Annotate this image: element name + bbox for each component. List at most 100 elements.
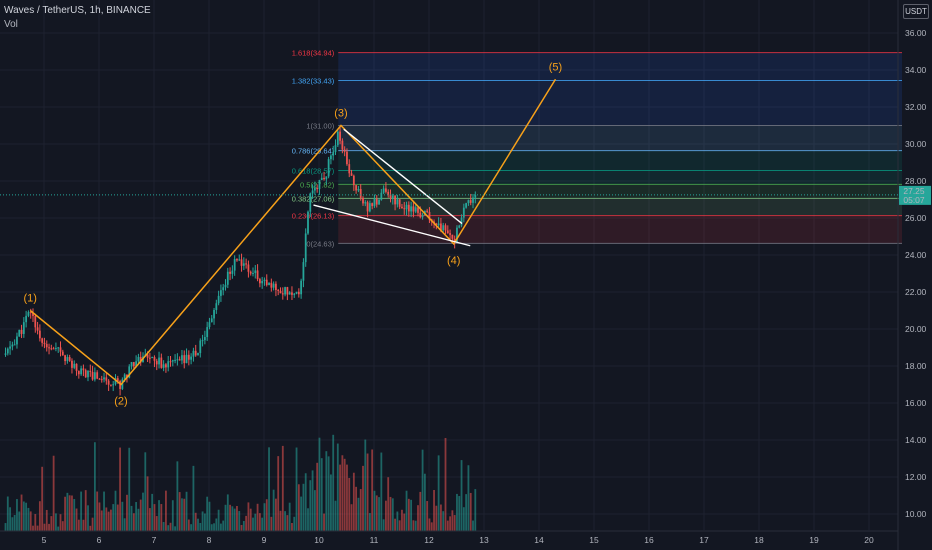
x-tick-label: 5	[42, 535, 47, 545]
volume-bar	[41, 466, 44, 531]
candle-body	[18, 329, 21, 337]
volume-bar	[240, 524, 243, 531]
candle-body	[87, 370, 89, 378]
candle-body	[25, 315, 28, 323]
volume-bar	[378, 497, 380, 531]
currency-unit-button[interactable]: USDT	[903, 4, 929, 19]
y-tick-label: 32.00	[905, 102, 927, 112]
volume-legend[interactable]: Vol	[4, 19, 18, 30]
volume-bars	[4, 434, 477, 531]
candle-body	[187, 354, 190, 360]
candle-body	[41, 338, 44, 343]
volume-bar	[178, 492, 181, 531]
volume-bar	[183, 498, 186, 531]
candle-body	[371, 203, 374, 207]
last-price-value: 27.25	[903, 186, 925, 196]
candle-body	[210, 318, 213, 323]
candle-body	[158, 357, 160, 365]
candle-body	[277, 290, 280, 292]
candle-body	[29, 312, 32, 314]
bar-countdown: 05:07	[903, 195, 925, 205]
candle-body	[57, 347, 60, 349]
candle-body	[444, 225, 447, 231]
fib-zone	[338, 215, 902, 244]
candle-body	[336, 131, 339, 146]
candle-body	[451, 234, 454, 239]
candle-body	[215, 303, 218, 310]
volume-bar	[220, 523, 222, 531]
volume-bar	[236, 506, 238, 531]
volume-bar	[93, 442, 96, 531]
candle-body	[194, 350, 197, 356]
volume-bar	[307, 508, 309, 531]
wave-drawings[interactable]: (1) (2) (3) (4) (5)	[24, 61, 563, 407]
x-tick-label: 12	[424, 535, 434, 545]
candle-body	[84, 370, 87, 378]
y-tick-label: 20.00	[905, 324, 927, 334]
candle-body	[368, 203, 371, 212]
candle-body	[435, 223, 438, 226]
price-axis[interactable]: 10.00 12.00 14.00 16.00 18.00 20.00 22.00 24.00…	[897, 0, 927, 550]
volume-bar	[474, 489, 477, 531]
candle-body	[176, 359, 179, 361]
volume-bar	[346, 464, 348, 531]
volume-bar	[412, 520, 415, 531]
volume-bar	[279, 510, 282, 531]
candle-body	[181, 355, 183, 361]
fib-zone	[338, 52, 902, 81]
candle-body	[114, 378, 117, 385]
fibonacci-retracement[interactable]: 0(24.63)0.236(26.13)0.382(27.06)0.5(27.8…	[292, 49, 902, 249]
volume-bar	[414, 520, 417, 531]
volume-bar	[352, 472, 355, 531]
candle-body	[378, 199, 380, 205]
volume-bar	[25, 502, 28, 531]
wave-label: (3)	[334, 108, 347, 120]
volume-bar	[462, 507, 465, 531]
volume-bar	[137, 508, 140, 531]
candle-body	[387, 191, 390, 195]
y-tick-label: 36.00	[905, 28, 927, 38]
volume-bar	[348, 477, 351, 531]
volume-bar	[382, 519, 385, 531]
volume-bar	[469, 492, 472, 531]
volume-bar	[142, 492, 144, 531]
candle-body	[373, 198, 376, 207]
volume-bar	[446, 520, 449, 531]
volume-bar	[32, 525, 34, 531]
volume-bar	[366, 453, 369, 531]
volume-bar	[103, 491, 105, 531]
candle-body	[348, 164, 351, 174]
volume-bar	[437, 455, 440, 531]
wedge-upper-trendline[interactable]	[343, 128, 463, 225]
candle-body	[419, 212, 422, 218]
volume-bar	[256, 503, 259, 531]
elliott-wave-line[interactable]	[29, 78, 557, 386]
candle-body	[401, 206, 403, 209]
volume-bar	[187, 519, 190, 531]
candle-body	[107, 380, 110, 385]
candle-body	[394, 195, 396, 205]
volume-bar	[59, 514, 62, 531]
symbol-title[interactable]: Waves / TetherUS, 1h, BINANCE	[4, 5, 151, 16]
volume-bar	[339, 464, 341, 531]
candle-body	[224, 284, 227, 288]
wedge-lower-trendline[interactable]	[313, 204, 471, 247]
candle-body	[80, 368, 83, 375]
volume-bar	[158, 500, 160, 531]
volume-bar	[20, 494, 23, 531]
volume-bar	[252, 517, 254, 531]
candle-body	[311, 190, 314, 194]
volume-bar	[357, 497, 360, 531]
candle-body	[126, 374, 128, 378]
volume-bar	[75, 508, 78, 531]
time-axis[interactable]: 5 6 7 8 9 10 11 12 13 14 15 16 17 18 19 20	[0, 530, 898, 545]
candle-body	[375, 198, 378, 205]
candle-body	[77, 370, 80, 375]
candle-body	[297, 291, 300, 295]
volume-bar	[190, 524, 193, 531]
volume-bar	[460, 460, 463, 531]
volume-bar	[391, 498, 394, 531]
candle-body	[474, 195, 477, 198]
